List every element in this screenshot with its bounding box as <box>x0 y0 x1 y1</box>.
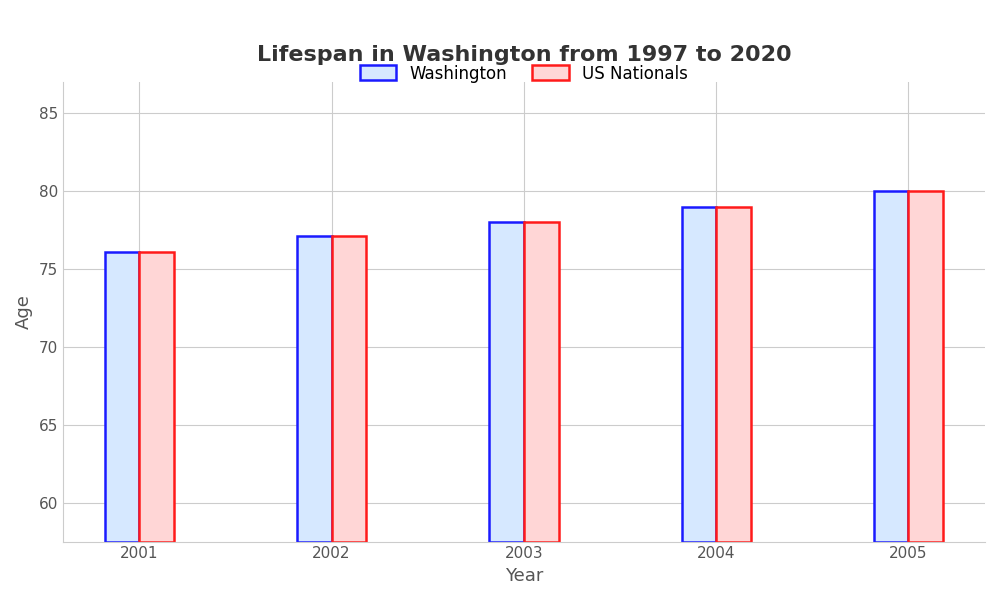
Bar <box>716 206 751 542</box>
Bar <box>139 252 174 542</box>
Bar <box>874 191 908 542</box>
X-axis label: Year: Year <box>505 567 543 585</box>
Legend: Washington, US Nationals: Washington, US Nationals <box>353 58 695 89</box>
Bar <box>524 222 559 542</box>
Bar <box>908 191 943 542</box>
Bar <box>297 236 332 542</box>
Title: Lifespan in Washington from 1997 to 2020: Lifespan in Washington from 1997 to 2020 <box>257 45 791 65</box>
Bar <box>332 236 366 542</box>
Y-axis label: Age: Age <box>15 294 33 329</box>
Bar <box>682 206 716 542</box>
Bar <box>105 252 139 542</box>
Bar <box>489 222 524 542</box>
